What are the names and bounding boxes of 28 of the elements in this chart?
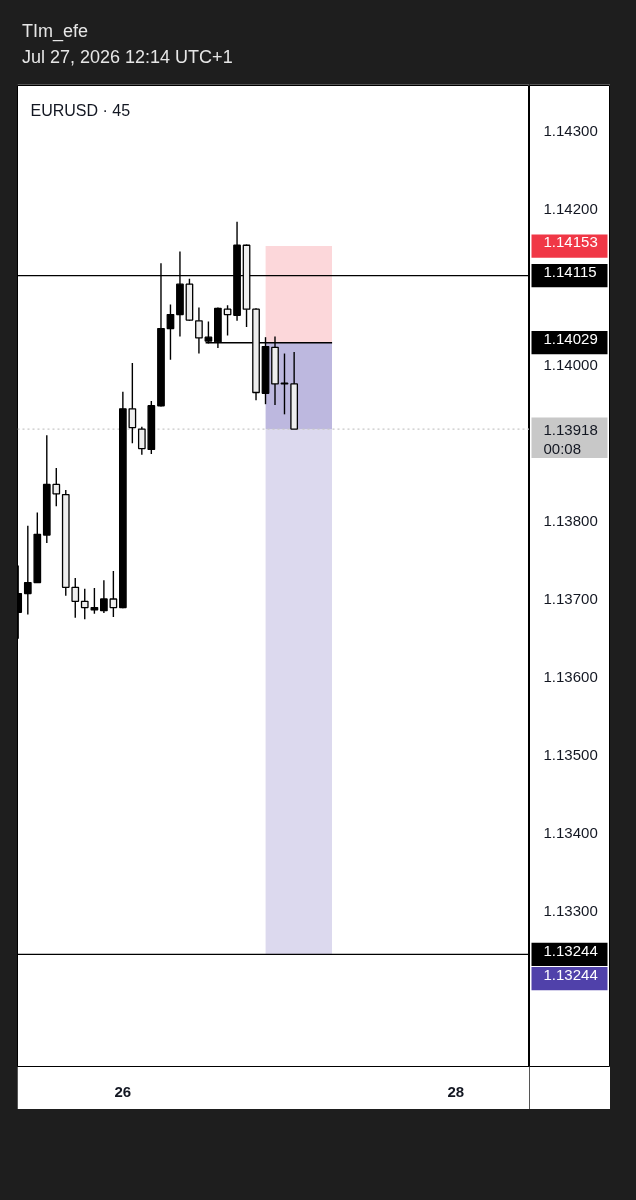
x-tick-label: 28 — [447, 1082, 465, 1100]
bar — [265, 429, 333, 955]
candlestick — [195, 306, 203, 355]
x-tick-label: 26 — [114, 1082, 132, 1100]
y-tick-label: 1.14029 — [543, 330, 598, 348]
y-tick-label: 1.13400 — [543, 823, 598, 841]
text: EURUSD · 45 — [30, 101, 131, 119]
y-tick-label: 1.13244 — [543, 941, 598, 959]
text: TIm_efe — [22, 21, 89, 41]
candlestick — [280, 352, 289, 416]
y-tick-label: 1.13700 — [543, 589, 598, 607]
y-tick-label: 1.14153 — [543, 233, 598, 251]
text: Jul 27, 2026 12:14 UTC+1 — [22, 47, 233, 67]
candlestick — [71, 577, 80, 619]
bar — [265, 246, 333, 343]
y-tick-label: 1.14000 — [543, 356, 598, 374]
candlestick — [166, 303, 175, 361]
ref-line-label: 1.13918 00:08 — [543, 420, 598, 458]
y-tick-label: 1.14300 — [543, 122, 598, 140]
candlestick — [80, 588, 89, 620]
y-tick-label: 1.14200 — [543, 200, 598, 218]
ref-line-label: 1.14115 — [543, 263, 597, 281]
candlestick — [90, 587, 99, 615]
y-tick-label: 1.13600 — [543, 667, 598, 685]
y-tick-label: 1.13800 — [543, 512, 598, 530]
y-tick-label: 1.13300 — [543, 901, 598, 919]
candlestick — [223, 304, 232, 337]
y-tick-label: 1.13500 — [543, 745, 598, 763]
